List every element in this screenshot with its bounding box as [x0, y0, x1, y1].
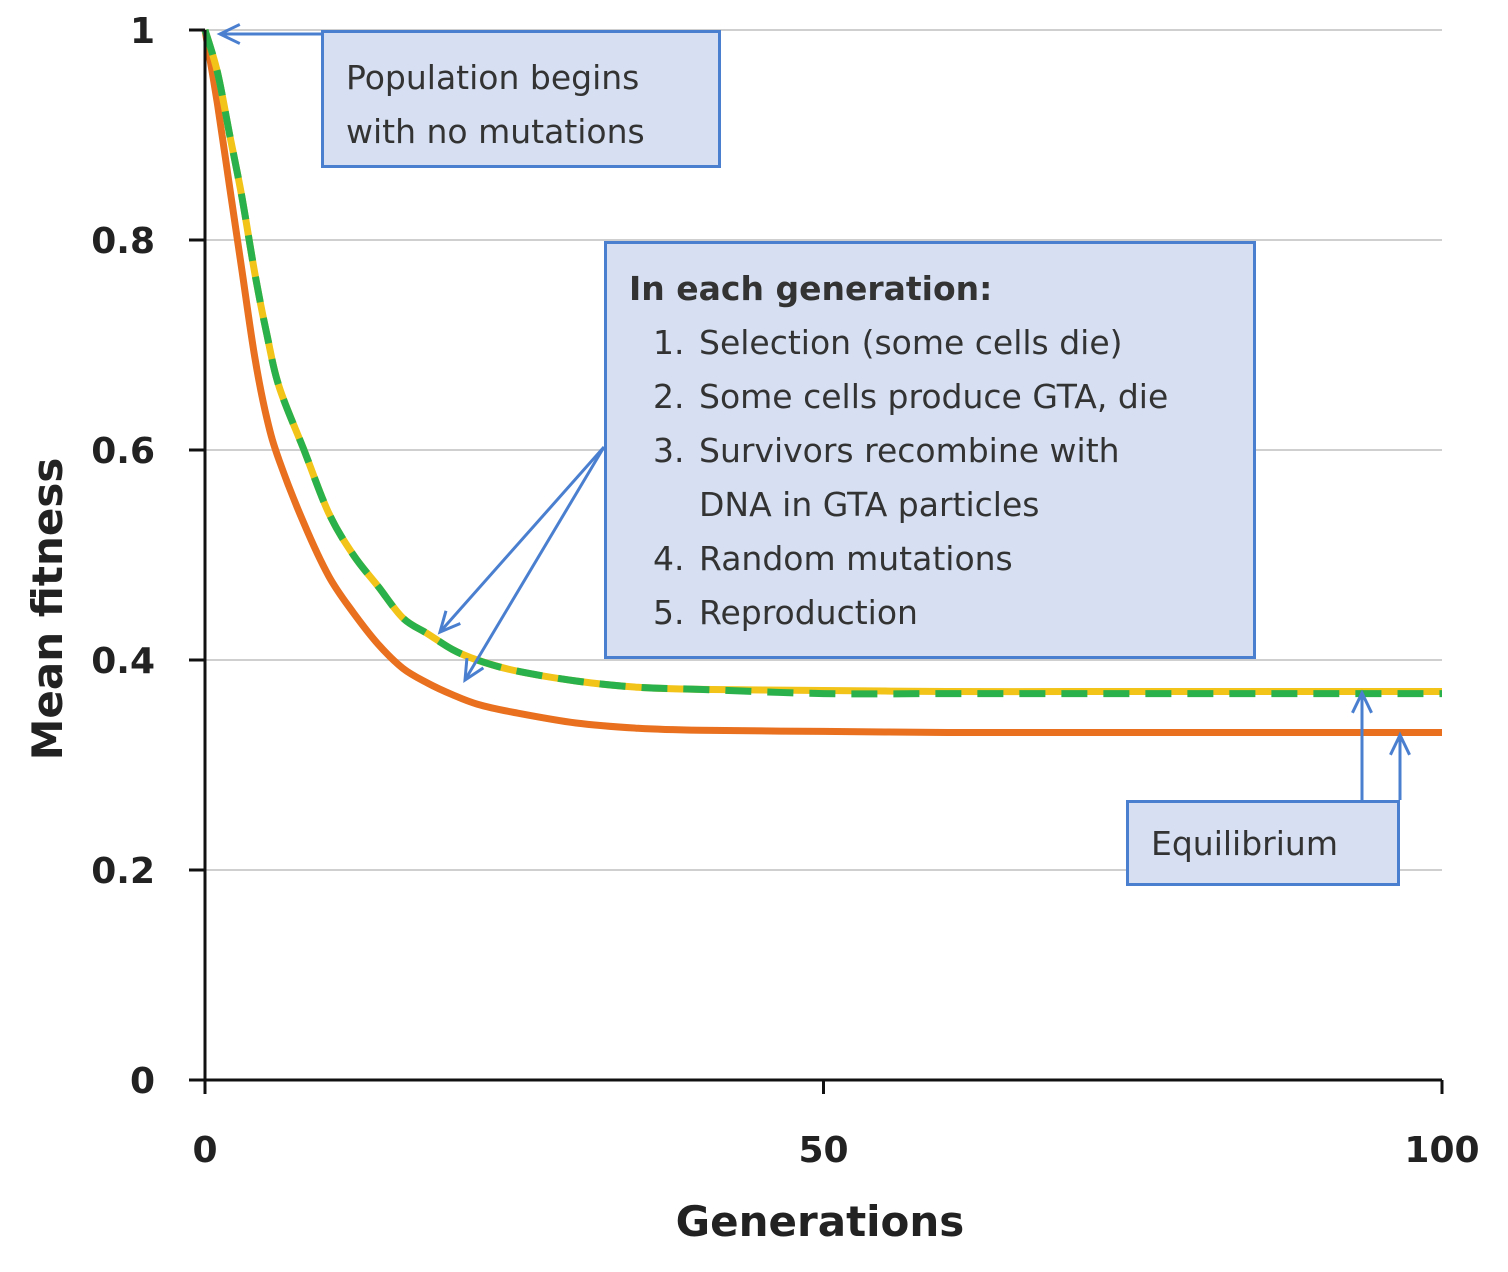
step-item: 5. Reproduction	[629, 586, 1231, 640]
y-tick-label: 0.8	[91, 221, 155, 262]
series-line-orange-solid	[201, 29, 1442, 737]
step-item: 2. Some cells produce GTA, die	[629, 370, 1231, 424]
step-item-continuation: DNA in GTA particles	[629, 478, 1231, 532]
y-tick-label: 0.6	[91, 431, 155, 472]
start-annotation-line-2: with no mutations	[346, 112, 645, 151]
steps-title: In each generation:	[629, 269, 993, 308]
step-number: 5.	[653, 593, 685, 632]
equilibrium-arrow-green	[1351, 689, 1373, 800]
start-annotation-box: Population begins with no mutations	[321, 30, 721, 168]
step-number: 2.	[653, 377, 685, 416]
step-text: Reproduction	[699, 593, 918, 632]
equilibrium-label: Equilibrium	[1151, 824, 1338, 863]
start-arrow	[216, 23, 321, 45]
step-text: DNA in GTA particles	[699, 485, 1040, 524]
y-tick-label: 0.2	[91, 851, 155, 892]
x-axis-title: Generations	[676, 1197, 965, 1246]
start-annotation-line-1: Population begins	[346, 58, 640, 97]
step-number-spacer	[653, 478, 699, 532]
y-tick-label: 0	[130, 1061, 155, 1102]
step-number: 4.	[653, 539, 685, 578]
axes	[190, 30, 1442, 1082]
step-text: Selection (some cells die)	[699, 323, 1123, 362]
annotation-arrows	[216, 23, 1411, 800]
x-tick-label: 100	[1404, 1130, 1479, 1171]
x-tick-label: 50	[798, 1130, 848, 1171]
step-item: 4. Random mutations	[629, 532, 1231, 586]
series-lines	[201, 28, 1442, 737]
equilibrium-annotation-box: Equilibrium	[1126, 800, 1400, 886]
step-number: 1.	[653, 323, 685, 362]
step-text: Some cells produce GTA, die	[699, 377, 1169, 416]
step-text: Random mutations	[699, 539, 1013, 578]
y-tick-label: 1	[130, 11, 155, 52]
step-text: Survivors recombine with	[699, 431, 1120, 470]
step-item: 3. Survivors recombine with	[629, 424, 1231, 478]
step-item: 1. Selection (some cells die)	[629, 316, 1231, 370]
steps-arrow-lower	[463, 446, 606, 683]
step-number: 3.	[653, 431, 685, 470]
generation-steps-box: In each generation: 1. Selection (some ce…	[604, 241, 1256, 659]
equilibrium-arrow-orange	[1389, 731, 1411, 800]
ticks: 0 0.2 0.4 0.6 0.8 1 0 50 100	[91, 11, 1479, 1171]
x-tick-label: 0	[192, 1130, 217, 1171]
steps-arrow-upper	[437, 446, 606, 635]
y-axis-title: Mean fitness	[23, 458, 72, 761]
y-tick-label: 0.4	[91, 641, 155, 682]
series-line-green-dashed	[201, 28, 1442, 698]
